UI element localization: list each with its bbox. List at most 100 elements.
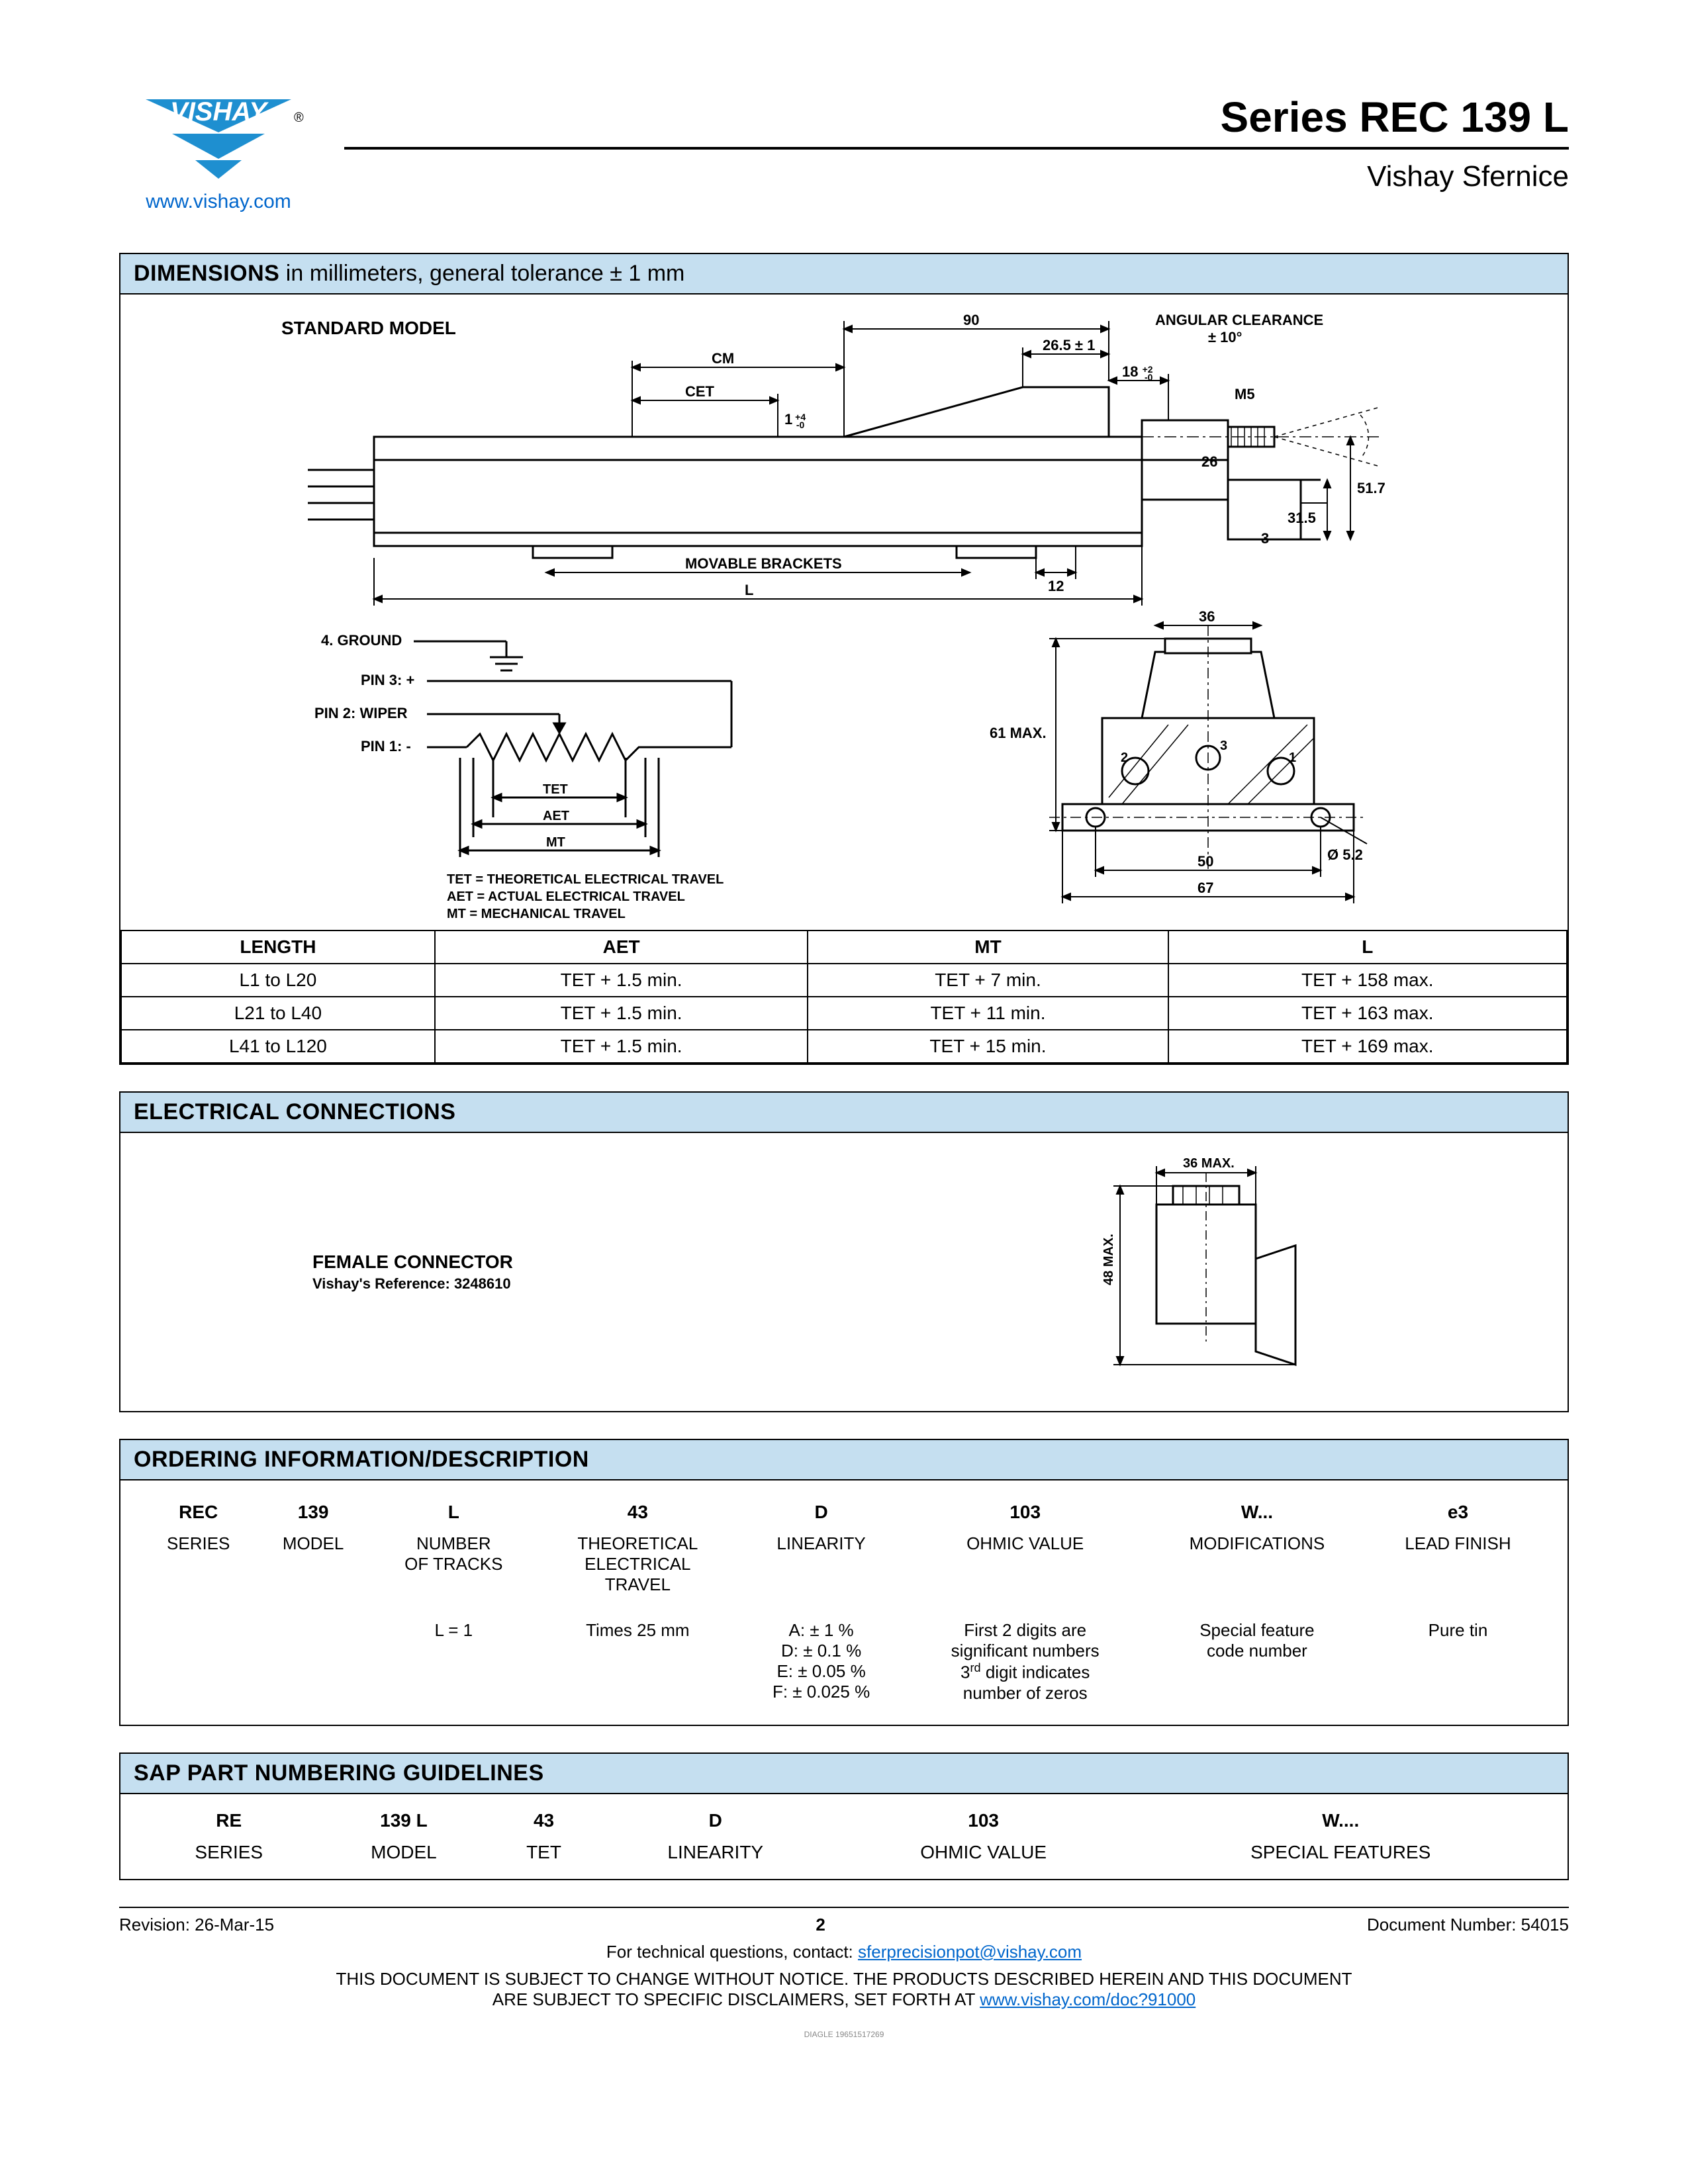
document-number: Document Number: 54015	[1367, 1915, 1569, 1935]
dim-26: 26	[1201, 453, 1217, 470]
svg-text:VISHAY: VISHAY	[170, 97, 269, 126]
dim-26.5: 26.5 ± 1	[1043, 337, 1095, 353]
disclaimer-line1: THIS DOCUMENT IS SUBJECT TO CHANGE WITHO…	[336, 1969, 1352, 1989]
table-row: L = 1 Times 25 mm A: ± 1 %D: ± 0.1 %E: ±…	[140, 1600, 1548, 1709]
dim-61: 61 MAX.	[990, 725, 1047, 741]
dim-3: 3	[1261, 530, 1269, 547]
connector-text: FEMALE CONNECTOR Vishay's Reference: 324…	[140, 1251, 844, 1293]
sap-col-139l: 139 L	[317, 1805, 490, 1837]
dimensions-table: LENGTH AET MT L L1 to L20TET + 1.5 min.T…	[120, 930, 1568, 1064]
conn-dim-w: 36 MAX.	[1183, 1156, 1235, 1171]
dim-12: 12	[1048, 578, 1064, 594]
connector-title: FEMALE CONNECTOR	[312, 1251, 844, 1273]
svg-text:2: 2	[1121, 751, 1128, 765]
revision-text: Revision: 26-Mar-15	[119, 1915, 274, 1935]
sap-col-re: RE	[140, 1805, 317, 1837]
schem-tet: TET	[543, 782, 568, 797]
electrical-title: ELECTRICAL CONNECTIONS	[134, 1099, 455, 1124]
svg-text:®: ®	[294, 111, 304, 125]
table-row: L41 to L120TET + 1.5 min.TET + 15 min.TE…	[121, 1030, 1567, 1063]
tech-contact-email-link[interactable]: sferprecisionpot@vishay.com	[858, 1942, 1082, 1962]
dimensions-header: DIMENSIONS in millimeters, general toler…	[120, 254, 1568, 295]
header-rule	[344, 147, 1569, 150]
ord-col-103: 103	[904, 1496, 1146, 1528]
disclaimer-line2: ARE SUBJECT TO SPECIFIC DISCLAIMERS, SET…	[492, 1989, 980, 2009]
dim-cm: CM	[712, 350, 734, 367]
legend-aet: AET = ACTUAL ELECTRICAL TRAVEL	[447, 889, 685, 904]
dimensions-title-bold: DIMENSIONS	[134, 261, 279, 286]
tech-contact-label: For technical questions, contact:	[606, 1942, 858, 1962]
electrical-section: ELECTRICAL CONNECTIONS FEMALE CONNECTOR …	[119, 1091, 1569, 1412]
brand-subtitle: Vishay Sfernice	[344, 160, 1569, 193]
dim-th-aet: AET	[435, 931, 808, 964]
sap-col-w: W....	[1133, 1805, 1548, 1837]
table-row: SERIES MODEL NUMBEROF TRACKS THEORETICAL…	[140, 1528, 1548, 1600]
ord-col-139: 139	[256, 1496, 369, 1528]
dim-31.5: 31.5	[1288, 510, 1316, 526]
ang-tol: ± 10°	[1208, 329, 1242, 345]
conn-dim-h: 48 MAX.	[1102, 1234, 1116, 1285]
ord-col-e3: e3	[1368, 1496, 1548, 1528]
page-header: VISHAY ® www.vishay.com Series REC 139 L…	[119, 93, 1569, 213]
page-number: 2	[816, 1915, 825, 1935]
dim-m5: M5	[1235, 386, 1255, 402]
header-right: Series REC 139 L Vishay Sfernice	[344, 93, 1569, 193]
pin-3: PIN 3: +	[361, 672, 414, 688]
sap-col-103: 103	[833, 1805, 1134, 1837]
dim-1: 1 +4 -0	[784, 411, 806, 430]
sap-title: SAP PART NUMBERING GUIDELINES	[134, 1760, 544, 1786]
logo-block: VISHAY ® www.vishay.com	[119, 93, 318, 213]
dim-50: 50	[1197, 853, 1213, 870]
sap-table: RE 139 L 43 D 103 W.... SERIES MODEL TET…	[140, 1805, 1548, 1868]
svg-text:3: 3	[1220, 739, 1227, 753]
series-title: Series REC 139 L	[344, 93, 1569, 142]
sap-col-43: 43	[490, 1805, 597, 1837]
connector-ref: Vishay's Reference: 3248610	[312, 1275, 844, 1293]
vishay-url-link[interactable]: www.vishay.com	[146, 191, 291, 213]
ord-col-w: W...	[1146, 1496, 1368, 1528]
dim-phi52: Ø 5.2	[1327, 846, 1363, 863]
ang-clear: ANGULAR CLEARANCE	[1155, 312, 1323, 328]
dim-th-l: L	[1168, 931, 1567, 964]
dimensions-diagram: STANDARD MODEL 90 CM	[120, 295, 1568, 930]
ordering-title: ORDERING INFORMATION/DESCRIPTION	[134, 1447, 589, 1472]
sap-header: SAP PART NUMBERING GUIDELINES	[120, 1754, 1568, 1794]
dimensions-section: DIMENSIONS in millimeters, general toler…	[119, 253, 1569, 1065]
dim-36: 36	[1199, 608, 1215, 625]
ordering-table: REC 139 L 43 D 103 W... e3 SERIES MODEL …	[140, 1496, 1548, 1709]
sap-col-d: D	[598, 1805, 833, 1837]
tiny-code: DIAGLE 19651517269	[119, 2030, 1569, 2039]
dim-90: 90	[963, 312, 979, 328]
ord-col-l: L	[370, 1496, 538, 1528]
pin-2: PIN 2: WIPER	[314, 705, 408, 721]
disclaimer-link[interactable]: www.vishay.com/doc?91000	[980, 1989, 1196, 2009]
dim-th-mt: MT	[808, 931, 1168, 964]
table-row: L21 to L40TET + 1.5 min.TET + 11 min.TET…	[121, 997, 1567, 1030]
dim-th-length: LENGTH	[121, 931, 435, 964]
ordering-section: ORDERING INFORMATION/DESCRIPTION REC 139…	[119, 1439, 1569, 1726]
standard-model-label: STANDARD MODEL	[281, 318, 456, 338]
schem-mt: MT	[546, 835, 565, 850]
ord-col-43: 43	[538, 1496, 738, 1528]
ord-col-d: D	[738, 1496, 905, 1528]
vishay-logo-icon: VISHAY ®	[132, 93, 305, 185]
dimensions-title-rest: in millimeters, general tolerance ± 1 mm	[279, 261, 684, 286]
dim-51.7: 51.7	[1357, 480, 1385, 496]
connector-diagram: 36 MAX. 48 MAX.	[844, 1146, 1548, 1398]
legend-mt: MT = MECHANICAL TRAVEL	[447, 907, 626, 921]
svg-text:1: 1	[1289, 751, 1296, 765]
electrical-header: ELECTRICAL CONNECTIONS	[120, 1093, 1568, 1133]
dim-67: 67	[1197, 880, 1213, 896]
sap-section: SAP PART NUMBERING GUIDELINES RE 139 L 4…	[119, 1752, 1569, 1880]
page-footer: Revision: 26-Mar-15 2 Document Number: 5…	[119, 1907, 1569, 2039]
footer-rule	[119, 1907, 1569, 1908]
ord-col-rec: REC	[140, 1496, 256, 1528]
schem-aet: AET	[543, 809, 569, 823]
dim-L: L	[745, 582, 753, 598]
ordering-header: ORDERING INFORMATION/DESCRIPTION	[120, 1440, 1568, 1480]
dim-cet: CET	[685, 383, 715, 400]
pin-1: PIN 1: -	[361, 738, 411, 754]
movable-brackets: MOVABLE BRACKETS	[685, 555, 842, 572]
dim-18: 18 +2-0	[1122, 363, 1153, 383]
table-row: L1 to L20TET + 1.5 min.TET + 7 min.TET +…	[121, 964, 1567, 997]
